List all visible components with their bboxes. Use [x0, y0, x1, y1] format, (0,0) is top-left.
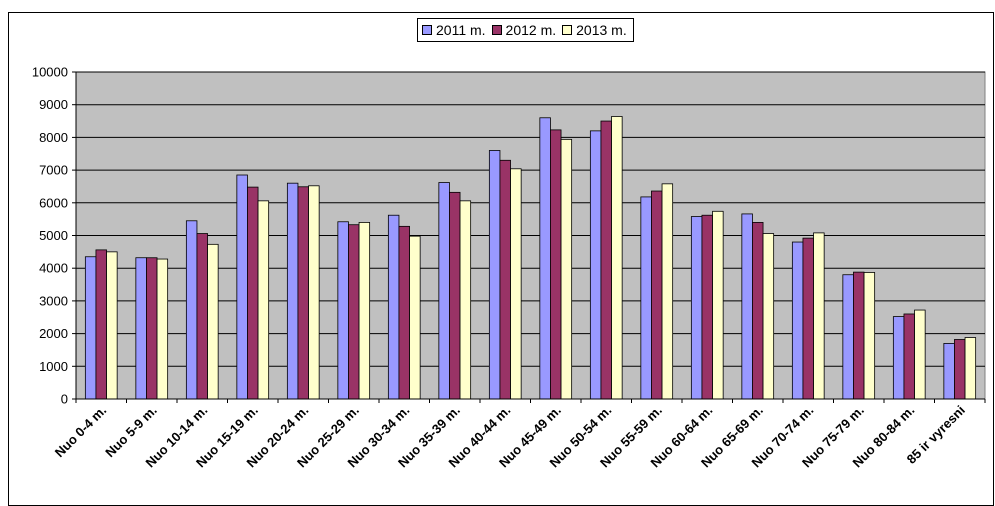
bar-2013m-2	[207, 243, 219, 400]
legend-entry-2012: 2012 m.	[491, 22, 557, 38]
bar-2012m-13	[752, 222, 764, 400]
bar-2012m-8	[499, 159, 511, 400]
bar-2011m-17	[943, 343, 955, 400]
bar-2011m-7	[438, 182, 450, 400]
y-tick-label: 3000	[39, 293, 68, 308]
bar-2012m-0	[95, 249, 107, 400]
bar-2012m-4	[297, 186, 309, 400]
bar-2011m-3	[236, 174, 248, 400]
bar-2012m-10	[600, 120, 612, 400]
legend-label-2013: 2013 m.	[576, 22, 627, 38]
x-axis: Nuo 0-4 m.Nuo 5-9 m.Nuo 10-14 m.Nuo 15-1…	[52, 398, 986, 470]
bar-2012m-11	[651, 190, 663, 400]
legend-swatch-2013	[562, 25, 573, 35]
bar-2011m-4	[286, 182, 299, 400]
legend-label-2011: 2011 m.	[436, 22, 486, 38]
bar-2011m-14	[791, 241, 804, 400]
bar-2013m-17	[964, 337, 977, 400]
bar-2012m-1	[146, 257, 158, 400]
bar-2011m-6	[387, 214, 400, 400]
y-tick-label: 9000	[39, 97, 68, 112]
legend-entry-2013: 2013 m.	[562, 22, 627, 38]
y-tick-label: 7000	[39, 163, 68, 178]
x-tick-label: Nuo 0-4 m.	[52, 403, 110, 461]
bar-2012m-16	[903, 313, 915, 400]
bar-2012m-15	[853, 271, 865, 400]
legend-entry-2011: 2011 m.	[422, 22, 486, 38]
bar-2011m-8	[488, 150, 501, 400]
bar-2013m-3	[257, 200, 270, 400]
y-tick-label: 1000	[39, 359, 68, 374]
bar-2013m-12	[712, 210, 724, 400]
y-tick-label: 6000	[39, 195, 68, 210]
bar-2011m-11	[640, 196, 652, 400]
bar-2013m-8	[510, 168, 522, 400]
bar-2012m-7	[449, 191, 461, 400]
y-tick-label: 8000	[39, 130, 68, 145]
bar-2011m-2	[185, 220, 198, 400]
bar-2011m-10	[589, 130, 602, 400]
bar-2013m-0	[106, 251, 118, 400]
bar-2012m-12	[701, 214, 713, 400]
bars	[84, 116, 977, 400]
bar-2011m-12	[690, 216, 703, 400]
y-tick-label: 0	[61, 392, 68, 407]
bar-2011m-15	[842, 274, 854, 400]
bar-2013m-11	[661, 183, 674, 400]
bar-2013m-13	[762, 233, 775, 400]
bar-2011m-1	[135, 257, 147, 400]
bar-2012m-5	[348, 224, 360, 400]
y-axis: 0 1000 2000 3000 4000 5000 6000 7000 8000 9000 100…	[32, 65, 77, 407]
bar-2011m-16	[892, 316, 905, 400]
bar-2012m-6	[398, 225, 410, 400]
bar-2013m-6	[409, 235, 421, 400]
bar-2013m-9	[560, 138, 573, 400]
y-tick-label: 10000	[32, 65, 68, 80]
bar-2013m-5	[358, 222, 371, 400]
bar-2013m-10	[611, 116, 623, 400]
bar-2013m-1	[156, 258, 169, 400]
legend: 2011 m. 2012 m. 2013 m.	[417, 18, 634, 42]
y-tick-label: 2000	[39, 326, 68, 341]
bar-2013m-4	[308, 185, 320, 400]
y-tick-label: 4000	[39, 261, 68, 276]
bar-2013m-16	[914, 309, 926, 400]
bar-2011m-5	[337, 221, 349, 400]
legend-label-2012: 2012 m.	[505, 22, 557, 38]
gridlines	[76, 71, 985, 367]
y-tick-label: 5000	[39, 228, 68, 243]
bar-2013m-15	[863, 272, 876, 400]
bar-2013m-14	[813, 232, 825, 400]
bar-2012m-17	[954, 339, 966, 400]
bar-2011m-13	[741, 213, 753, 400]
bar-2011m-9	[539, 117, 551, 400]
bar-2013m-7	[459, 200, 472, 400]
legend-swatch-2011	[422, 25, 432, 35]
bar-2012m-3	[247, 186, 259, 400]
bar-2012m-9	[550, 129, 562, 400]
bar-2012m-2	[196, 233, 208, 400]
bar-2011m-0	[84, 256, 97, 400]
bar-2012m-14	[802, 237, 814, 400]
legend-swatch-2012	[491, 25, 502, 35]
